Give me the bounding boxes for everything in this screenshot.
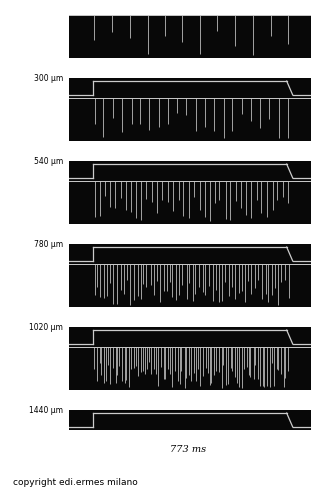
Text: 300 μm: 300 μm <box>34 74 63 82</box>
Text: copyright edi.ermes milano: copyright edi.ermes milano <box>13 478 137 487</box>
Text: 773 ms: 773 ms <box>170 446 207 454</box>
Text: 1020 μm: 1020 μm <box>29 322 63 332</box>
Text: 780 μm: 780 μm <box>34 240 63 248</box>
Text: 1440 μm: 1440 μm <box>29 406 63 414</box>
Text: 540 μm: 540 μm <box>34 156 63 166</box>
